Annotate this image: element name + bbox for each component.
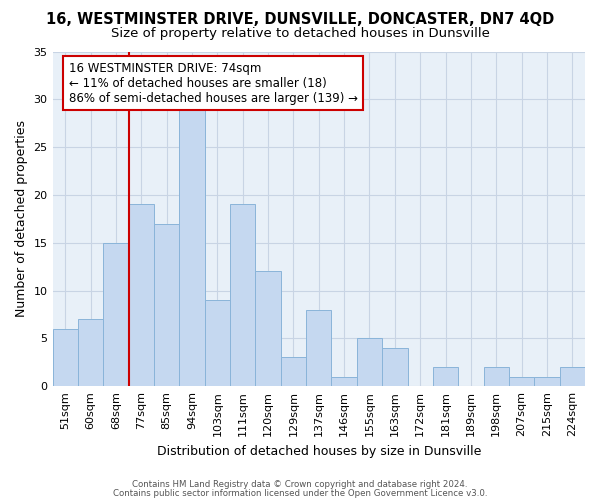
Bar <box>382 348 407 386</box>
Text: 16 WESTMINSTER DRIVE: 74sqm
← 11% of detached houses are smaller (18)
86% of sem: 16 WESTMINSTER DRIVE: 74sqm ← 11% of det… <box>68 62 358 104</box>
Text: Contains HM Land Registry data © Crown copyright and database right 2024.: Contains HM Land Registry data © Crown c… <box>132 480 468 489</box>
Bar <box>78 319 103 386</box>
Bar <box>433 367 458 386</box>
Bar <box>281 358 306 386</box>
Bar <box>256 272 281 386</box>
Bar <box>53 329 78 386</box>
Bar <box>103 242 128 386</box>
Text: Contains public sector information licensed under the Open Government Licence v3: Contains public sector information licen… <box>113 488 487 498</box>
Bar <box>560 367 585 386</box>
Bar <box>179 109 205 386</box>
Text: 16, WESTMINSTER DRIVE, DUNSVILLE, DONCASTER, DN7 4QD: 16, WESTMINSTER DRIVE, DUNSVILLE, DONCAS… <box>46 12 554 28</box>
Text: Size of property relative to detached houses in Dunsville: Size of property relative to detached ho… <box>110 28 490 40</box>
Bar <box>331 376 357 386</box>
Bar <box>534 376 560 386</box>
Bar <box>205 300 230 386</box>
Bar <box>509 376 534 386</box>
Bar <box>154 224 179 386</box>
Bar <box>128 204 154 386</box>
Bar <box>484 367 509 386</box>
Bar <box>306 310 331 386</box>
Bar <box>357 338 382 386</box>
Bar <box>230 204 256 386</box>
X-axis label: Distribution of detached houses by size in Dunsville: Distribution of detached houses by size … <box>157 444 481 458</box>
Y-axis label: Number of detached properties: Number of detached properties <box>15 120 28 318</box>
